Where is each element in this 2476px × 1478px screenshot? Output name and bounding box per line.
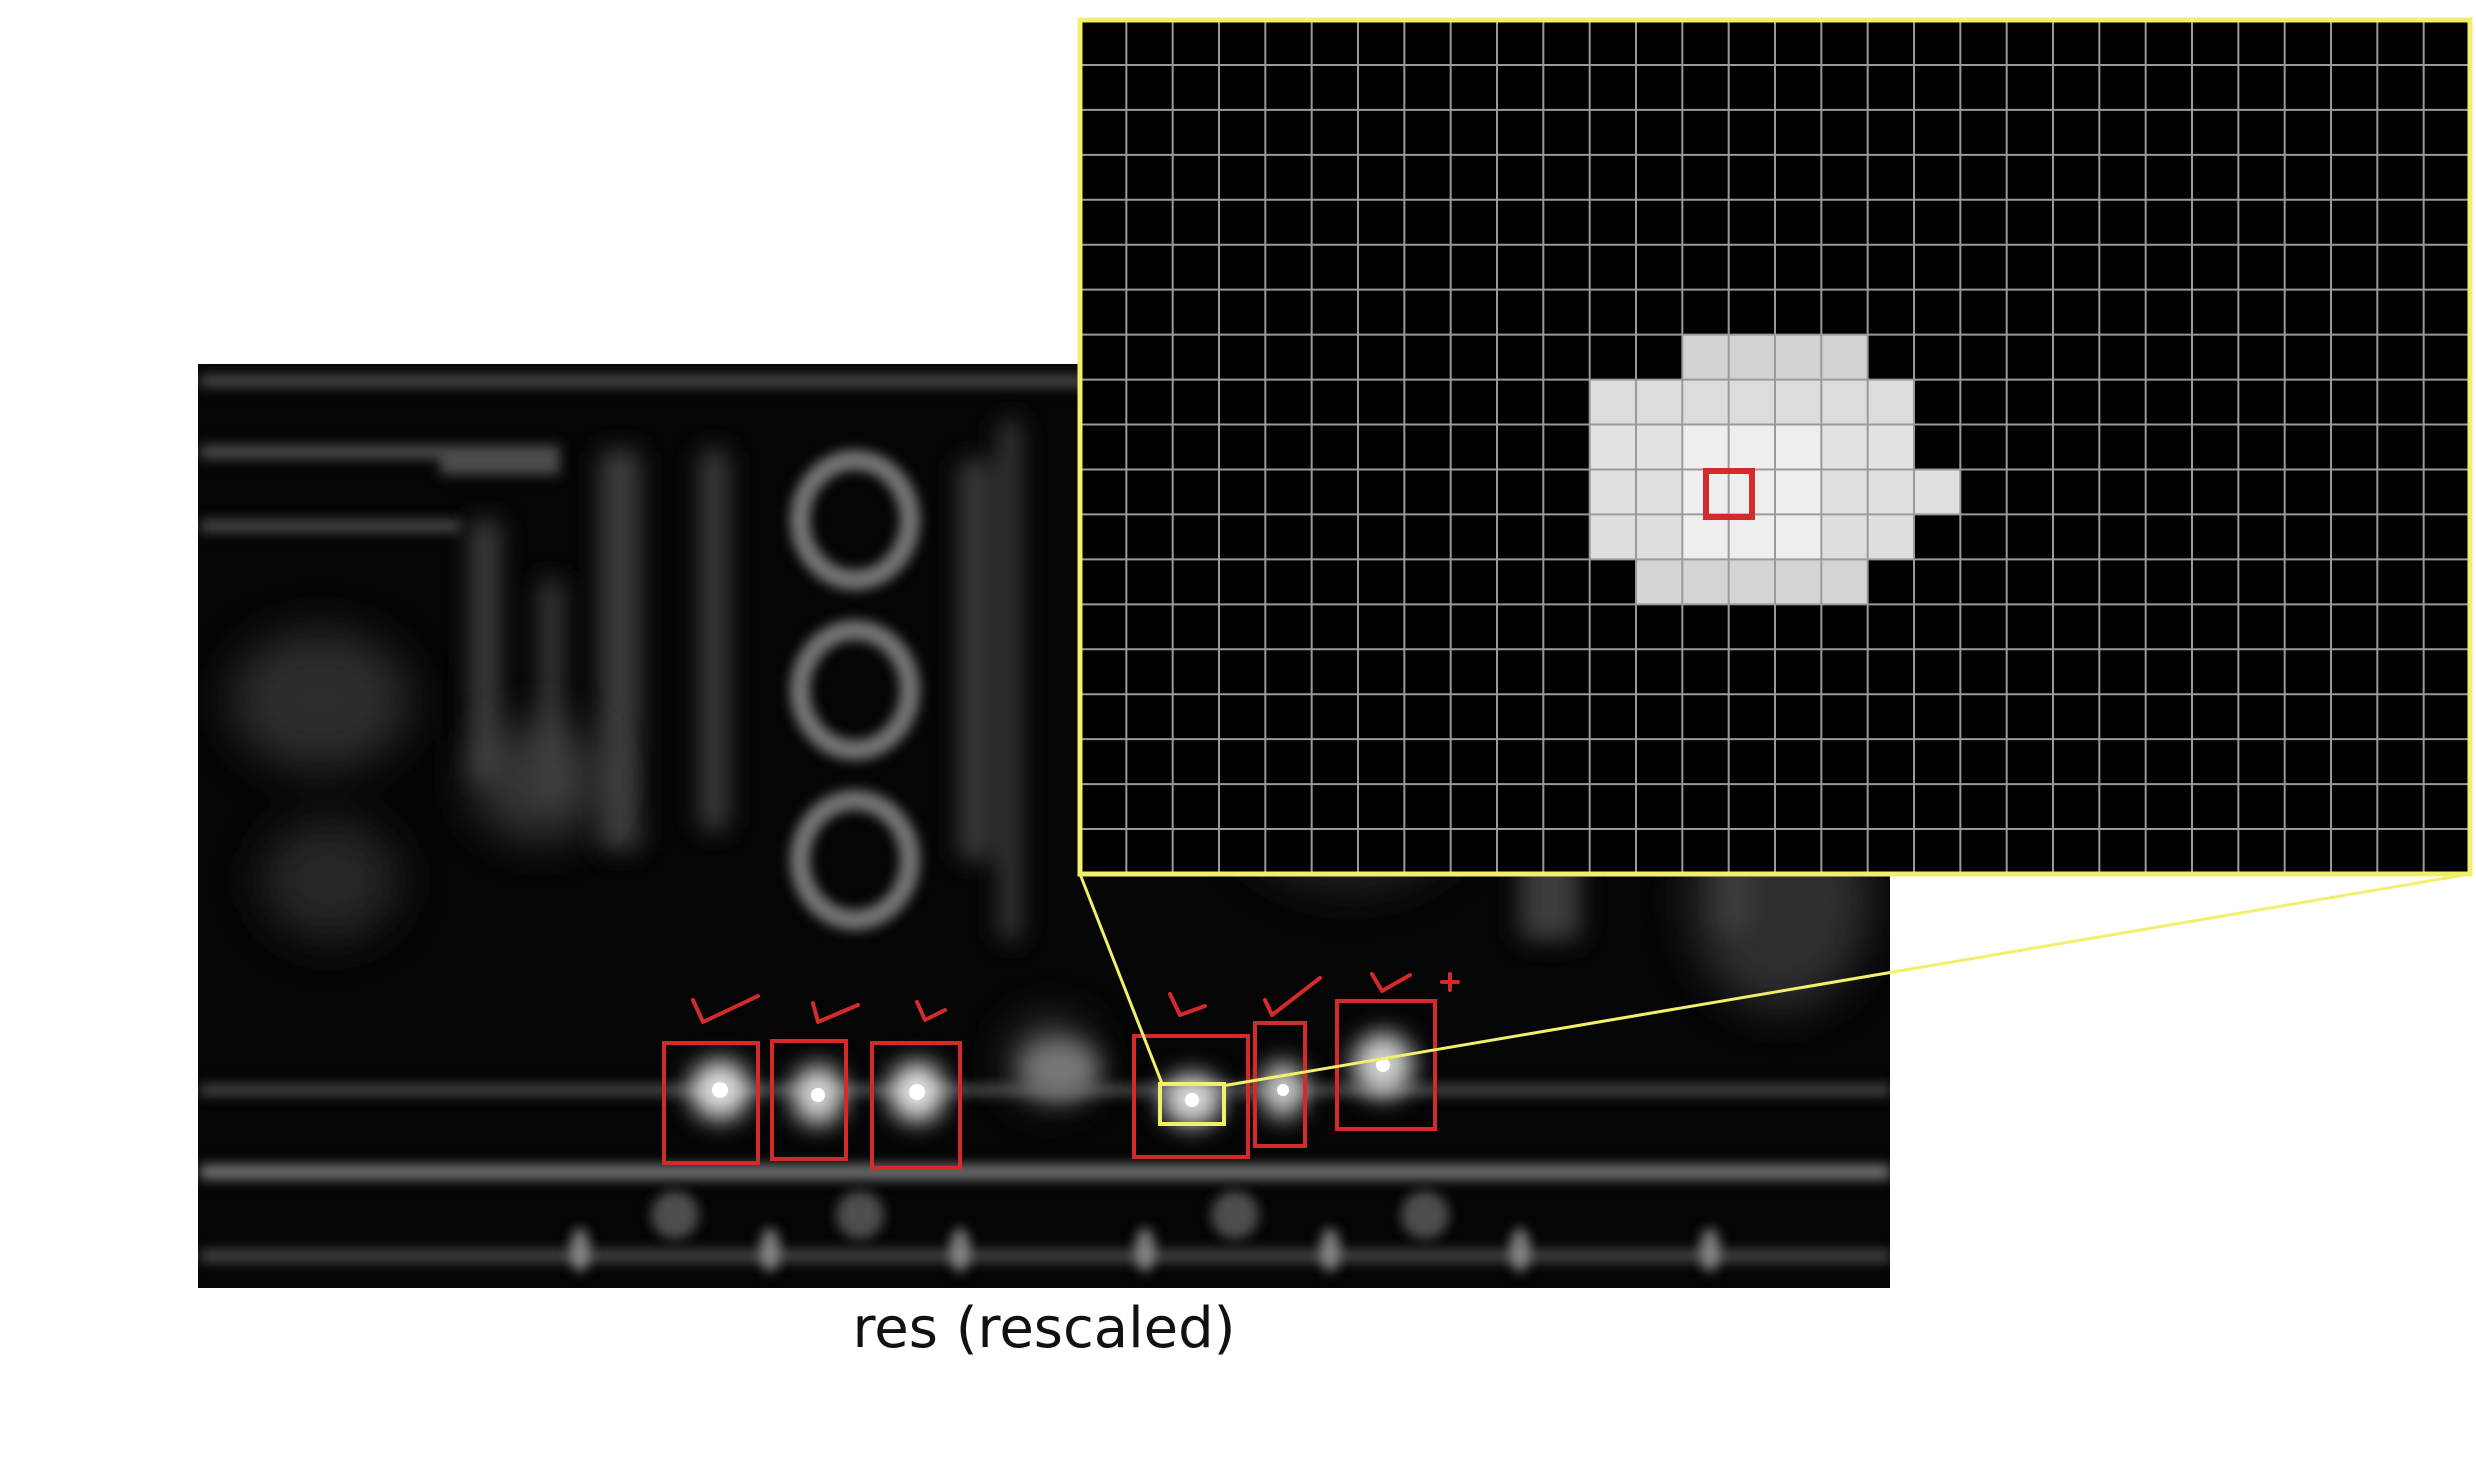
zoom-source-box [1158, 1082, 1226, 1126]
zoom-bright-pixel [1636, 469, 1683, 515]
detection-box-2 [770, 1039, 848, 1161]
zoom-bright-pixel [1636, 424, 1683, 470]
zoom-bright-pixel [1589, 424, 1636, 470]
zoom-bright-pixel [1636, 559, 1683, 605]
check-mark-icon [1263, 976, 1322, 1017]
zoom-bright-pixel [1682, 334, 1729, 380]
zoom-bright-pixel [1775, 559, 1822, 605]
zoom-bright-pixel [1775, 424, 1822, 470]
detection-box-5 [1253, 1021, 1307, 1148]
zoom-bright-pixel [1821, 424, 1868, 470]
zoom-bright-pixel [1821, 514, 1868, 560]
zoom-bright-pixel [1728, 514, 1775, 560]
zoom-bright-pixel [1821, 469, 1868, 515]
zoom-bright-pixel [1589, 379, 1636, 425]
check-mark-icon [691, 994, 760, 1024]
response-rings [790, 450, 920, 930]
check-mark-icon [1370, 972, 1412, 993]
zoom-bright-pixel [1775, 379, 1822, 425]
zoom-bright-pixel [1775, 334, 1822, 380]
detection-box-4 [1132, 1034, 1250, 1159]
zoom-bright-pixel [1636, 514, 1683, 560]
zoom-center-pixel-marker [1703, 468, 1755, 520]
zoom-pixel-grid [1080, 20, 2470, 874]
check-mark-icon [915, 1000, 947, 1022]
zoom-bright-pixel [1682, 424, 1729, 470]
response-peaks [690, 1033, 1413, 1126]
zoom-bright-pixel [1775, 469, 1822, 515]
image-caption: res (rescaled) [852, 1296, 1236, 1361]
zoom-bright-pixel [1867, 424, 1914, 470]
zoom-bright-pixel [1867, 514, 1914, 560]
check-mark-icon [1168, 992, 1207, 1017]
zoom-bright-pixel [1682, 379, 1729, 425]
zoom-bright-pixel [1728, 424, 1775, 470]
response-bottom-blips [570, 1191, 1720, 1272]
zoom-inset [1077, 17, 2473, 877]
zoom-bright-pixel [1589, 469, 1636, 515]
zoom-bright-cells [1589, 334, 1961, 605]
zoom-bright-pixel [1728, 334, 1775, 380]
zoom-bright-pixel [1682, 559, 1729, 605]
zoom-bright-pixel [1636, 379, 1683, 425]
zoom-bright-pixel [1775, 514, 1822, 560]
detection-box-1 [662, 1041, 760, 1165]
zoom-bright-pixel [1728, 379, 1775, 425]
zoom-bright-pixel [1821, 379, 1868, 425]
zoom-connector-lines [1078, 872, 2471, 1088]
detection-box-3 [870, 1041, 962, 1170]
zoom-bright-pixel [1867, 469, 1914, 515]
zoom-bright-pixel [1914, 469, 1961, 515]
zoom-bright-pixel [1867, 379, 1914, 425]
check-marks [691, 972, 1460, 1024]
zoom-bright-pixel [1589, 514, 1636, 560]
zoom-inset-border [1077, 17, 2473, 877]
plus-icon [1440, 972, 1460, 992]
zoom-bright-pixel [1728, 559, 1775, 605]
zoom-bright-pixel [1682, 514, 1729, 560]
check-mark-icon [811, 1001, 860, 1024]
zoom-bright-pixel [1821, 334, 1868, 380]
zoom-bright-pixel [1821, 559, 1868, 605]
